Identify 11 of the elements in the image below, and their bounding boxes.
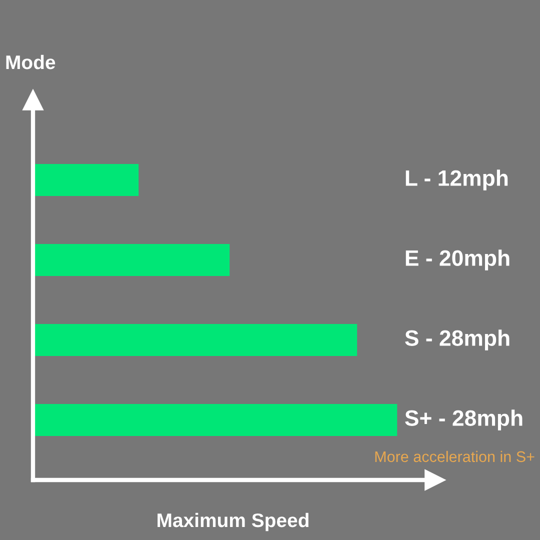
bar	[33, 244, 230, 276]
x-axis-title: Maximum Speed	[158, 512, 308, 532]
y-tick-label: S - 28mph	[405, 330, 510, 350]
annotation: More acceleration in S+	[375, 450, 534, 462]
y-tick-label: L - 12mph	[406, 170, 508, 190]
bar	[33, 324, 358, 356]
y-axis-title: Mode	[6, 54, 56, 70]
bar	[33, 404, 398, 436]
y-tick-label: E - 20mph	[406, 250, 510, 270]
bar	[33, 164, 139, 196]
y-tick-label: S+ - 28mph	[405, 410, 522, 430]
